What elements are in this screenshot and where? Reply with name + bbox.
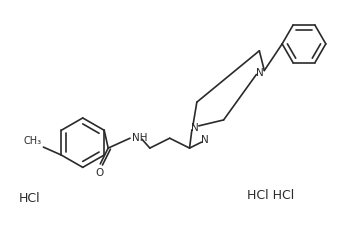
- Text: NH: NH: [132, 133, 148, 143]
- Text: HCl HCl: HCl HCl: [247, 190, 295, 202]
- Text: N: N: [191, 123, 199, 133]
- Text: HCl: HCl: [19, 192, 41, 205]
- Text: CH₃: CH₃: [23, 136, 41, 146]
- Text: N: N: [201, 135, 208, 145]
- Text: O: O: [95, 168, 103, 178]
- Text: N: N: [257, 68, 264, 77]
